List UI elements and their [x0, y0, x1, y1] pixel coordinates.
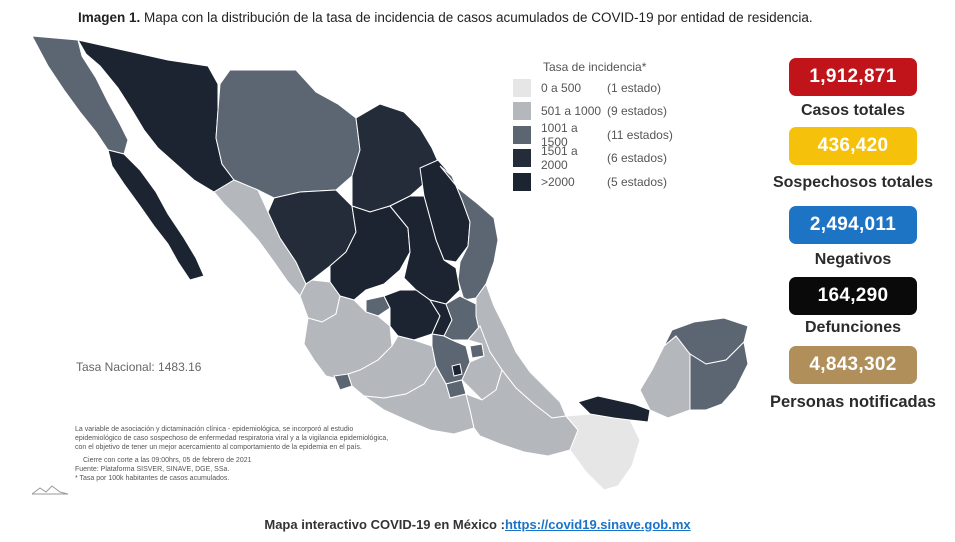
stat-negativos-label: Negativos — [814, 251, 892, 268]
state-san-luis-potosi — [389, 195, 461, 305]
caption-label: Imagen 1. — [78, 10, 141, 25]
stat-negativos-value: 2,494,011 — [789, 206, 917, 244]
state-tamaulipas — [439, 165, 499, 301]
legend-range-4: 1501 a 2000 — [541, 144, 578, 173]
legend-swatch-1 — [513, 78, 531, 97]
legend-range-3: 1001 a 1500 — [541, 120, 578, 149]
state-quintana-roo — [689, 340, 749, 411]
footer-text: Mapa interactivo COVID-19 en México : — [264, 517, 505, 532]
legend-range-2: 501 a 1000 — [541, 104, 602, 119]
footnote-note: * Tasa por 100k habitantes de casos acum… — [75, 475, 230, 482]
footnote-source: Fuente: Plataforma SISVER, SINAVE, DGE, … — [75, 466, 230, 473]
state-chihuahua — [215, 69, 361, 199]
footnote-line-2: epidemiológico de caso sospechoso de enf… — [75, 435, 389, 442]
caption-text: Mapa con la distribución de la tasa de i… — [140, 10, 813, 25]
state-puebla — [461, 325, 503, 401]
state-coahuila — [351, 103, 441, 213]
legend-title: Tasa de incidencia* — [543, 60, 647, 74]
covid-map-link[interactable]: https://covid19.sinave.gob.mx — [504, 517, 691, 532]
state-sonora — [77, 39, 235, 193]
legend-count-1: (1 estado) — [607, 80, 662, 95]
legend-count-3: (11 estados) — [607, 127, 673, 142]
stat-defunciones-label: Defunciones — [804, 319, 901, 336]
state-jalisco — [303, 295, 393, 381]
stat-casos-totales-value: 1,912,871 — [789, 58, 917, 96]
image-caption: Imagen 1. Mapa con la distribución de la… — [78, 10, 813, 25]
footnote-cutoff: Cierre con corte a las 09:00hrs, 05 de f… — [83, 457, 252, 464]
national-rate: Tasa Nacional: 1483.16 — [76, 360, 202, 374]
legend-row-4: 1501 a 2000 (6 estados) — [513, 144, 673, 173]
legend-row-5: >2000 (5 estados) — [513, 170, 673, 194]
legend-row-1: 0 a 500 (1 estado) — [513, 76, 673, 100]
footnote-line-1: La variable de asociación y dictaminació… — [75, 426, 354, 433]
mountain-logo-icon — [31, 485, 69, 495]
legend-swatch-5 — [513, 172, 531, 191]
state-cdmx — [451, 363, 463, 377]
legend-row-2: 501 a 1000 (9 estados) — [513, 100, 673, 124]
legend-range-5: >2000 — [541, 174, 575, 189]
state-baja-california — [31, 35, 129, 155]
map-legend: Tasa de incidencia* 0 a 500 (1 estado) 5… — [513, 60, 673, 194]
footer: Mapa interactivo COVID-19 en México :htt… — [0, 517, 955, 532]
state-chiapas — [564, 413, 641, 491]
footnote: La variable de asociación y dictaminació… — [75, 425, 475, 483]
legend-row-3: 1001 a 1500 (11 estados) — [513, 120, 673, 149]
stat-personas-value: 4,843,302 — [789, 346, 917, 384]
state-tabasco — [577, 395, 651, 423]
state-campeche — [639, 335, 691, 419]
legend-count-2: (9 estados) — [607, 104, 668, 119]
legend-count-4: (6 estados) — [607, 151, 668, 166]
footnote-line-3: con el objetivo de tener un mejor acerca… — [75, 444, 362, 451]
stat-sospechosos-value: 436,420 — [789, 127, 917, 165]
legend-swatch-3 — [513, 125, 531, 144]
legend-swatch-4 — [513, 149, 531, 168]
state-baja-california-sur — [107, 149, 205, 281]
stat-sospechosos-label: Sospechosos totales — [772, 174, 934, 191]
legend-range-1: 0 a 500 — [541, 80, 582, 95]
legend-count-5: (5 estados) — [607, 174, 668, 189]
stat-personas-label: Personas notificadas — [770, 393, 936, 411]
legend-swatch-2 — [513, 102, 531, 121]
stat-casos-totales-label: Casos totales — [800, 102, 906, 119]
stat-defunciones-value: 164,290 — [789, 277, 917, 315]
state-aguascalientes — [365, 295, 391, 317]
